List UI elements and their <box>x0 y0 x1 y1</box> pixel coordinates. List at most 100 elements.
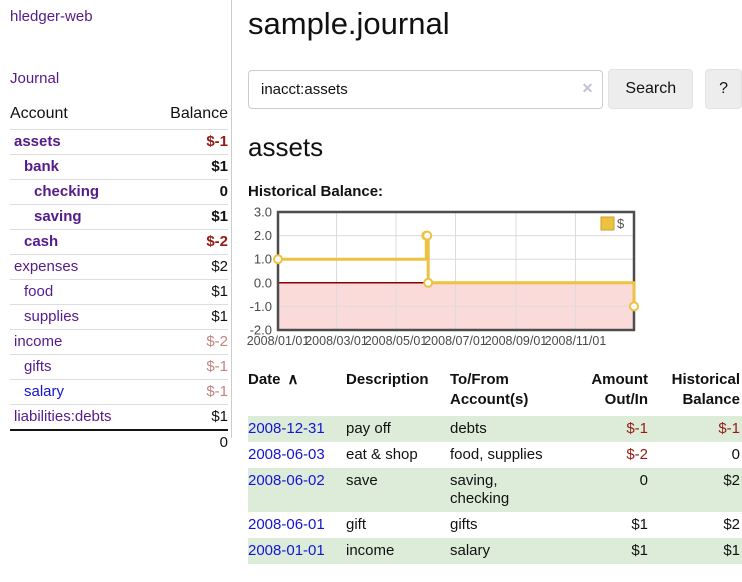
accounts-table: Account Balance assets $-1 bank $1 checking 0… <box>10 102 228 454</box>
balance-chart[interactable]: $3.0 2.0 1.0 0.0 -1.0 -2.02008/01/012008/03/0… <box>247 205 642 353</box>
chart-data-point <box>422 230 433 241</box>
transaction-balance: $1 <box>723 542 740 559</box>
chart-border <box>276 210 636 332</box>
accounts-total-value: 0 <box>148 429 228 454</box>
chart-y-tick-label: -2.0 <box>250 323 272 338</box>
chart-legend-label: $ <box>617 216 625 231</box>
sort-ascending-icon: ∧ <box>287 371 299 388</box>
brand-link[interactable]: hledger-web <box>10 8 93 25</box>
account-title: assets <box>248 132 324 162</box>
transaction-amount: 0 <box>639 472 648 489</box>
account-row: liabilities:debts $1 <box>10 404 228 430</box>
sidebar-account-link[interactable]: liabilities:debts <box>14 408 112 425</box>
transaction-amount: $1 <box>631 542 648 559</box>
transaction-date-link[interactable]: 2008-06-02 <box>248 472 325 489</box>
transaction-balance: 0 <box>731 446 740 463</box>
account-row: checking 0 <box>10 179 228 205</box>
chart-data-point <box>423 277 434 288</box>
register-row: 2008-06-02 save saving, checking 0 $2 <box>248 468 742 512</box>
column-header-description: Description <box>346 370 450 416</box>
transaction-description: gift <box>346 516 367 533</box>
transaction-accounts: debts <box>450 420 487 437</box>
accounts-header-account: Account <box>10 102 149 130</box>
column-header-label: Historical Balance <box>671 371 740 408</box>
chart-x-tick-label: 2008/09/01 <box>485 334 548 348</box>
accounts-header-row: Account Balance <box>10 102 228 130</box>
sidebar-account-link[interactable]: income <box>14 333 63 350</box>
transaction-description: eat & shop <box>346 446 418 463</box>
transaction-amount: $-1 <box>626 420 648 437</box>
transaction-description: save <box>346 472 378 489</box>
sidebar-account-link[interactable]: gifts <box>24 358 52 375</box>
chart-x-tick-label: 2008/07/01 <box>424 334 487 348</box>
column-header-label: Description <box>346 371 429 388</box>
register-row: 2008-12-31 pay off debts $-1 $-1 <box>248 416 742 442</box>
transaction-date-link[interactable]: 2008-06-01 <box>248 516 325 533</box>
main-content: sample.journal ✕ Search ? assets Histori… <box>247 0 742 564</box>
transaction-balance: $-1 <box>718 420 740 437</box>
sidebar-account-link[interactable]: assets <box>14 133 61 150</box>
transaction-description: pay off <box>346 420 391 437</box>
accounts-total-row: 0 <box>10 429 228 454</box>
clear-search-icon[interactable]: ✕ <box>581 79 594 96</box>
account-row: food $1 <box>10 279 228 305</box>
account-row: assets $-1 <box>10 130 228 155</box>
search-input-wrap: ✕ <box>248 69 604 109</box>
transaction-date-link[interactable]: 2008-12-31 <box>248 420 325 437</box>
sidebar-account-link[interactable]: cash <box>24 233 59 250</box>
chart-y-tick-label: 2.0 <box>254 228 272 243</box>
transaction-balance: $2 <box>723 472 740 489</box>
account-balance: $-1 <box>148 354 228 380</box>
column-header-label: Date <box>248 371 281 388</box>
account-balance: $1 <box>148 204 228 230</box>
account-row: expenses $2 <box>10 254 228 280</box>
account-row: supplies $1 <box>10 304 228 330</box>
chart-y-tick-label: 3.0 <box>254 205 272 220</box>
sidebar-account-link[interactable]: food <box>24 283 54 300</box>
register-table: Date ∧ Description To/From Account(s) Amount… <box>248 370 742 564</box>
register-row: 2008-06-01 gift gifts $1 $2 <box>248 512 742 538</box>
sidebar-account-link[interactable]: expenses <box>14 258 79 275</box>
account-row: income $-2 <box>10 329 228 355</box>
account-balance: $-2 <box>148 229 228 255</box>
transaction-description: income <box>346 542 395 559</box>
column-header-label: Amount Out/In <box>591 371 648 408</box>
transaction-balance: $2 <box>723 516 740 533</box>
chart-y-tick-label: -1.0 <box>250 299 272 314</box>
account-row: bank $1 <box>10 154 228 180</box>
chart-data-point <box>273 254 283 265</box>
column-header-date[interactable]: Date ∧ <box>248 370 346 416</box>
sidebar-account-link[interactable]: salary <box>24 383 65 400</box>
sidebar: hledger-web Journal Account Balance asse… <box>0 0 232 454</box>
search-button[interactable]: Search <box>608 69 694 109</box>
sidebar-account-link[interactable]: checking <box>34 183 100 200</box>
transaction-amount: $-2 <box>626 446 648 463</box>
account-balance: $1 <box>148 304 228 330</box>
sidebar-account-link[interactable]: supplies <box>24 308 80 325</box>
chart-x-tick-label: 2008/01/01 <box>247 334 310 348</box>
sidebar-account-link[interactable]: bank <box>24 158 60 175</box>
register-row: 2008-06-03 eat & shop food, supplies $-2 0 <box>248 442 742 468</box>
accounts-total-spacer <box>10 429 149 454</box>
transaction-date-link[interactable]: 2008-06-03 <box>248 446 325 463</box>
transaction-accounts: saving, checking <box>450 472 510 507</box>
account-balance: 0 <box>148 179 228 205</box>
account-balance: $-1 <box>206 133 228 150</box>
chart-y-tick-label: 0.0 <box>254 275 272 290</box>
chart-x-tick-label: 2008/03/01 <box>305 334 368 348</box>
column-header-label: To/From Account(s) <box>450 371 529 408</box>
column-header-to-from-account-s-: To/From Account(s) <box>450 370 562 416</box>
nav-journal-link[interactable]: Journal <box>10 70 60 87</box>
page-title: sample.journal <box>248 6 450 41</box>
sidebar-account-link[interactable]: saving <box>34 208 82 225</box>
account-balance: $-1 <box>148 379 228 405</box>
chart-data-point <box>629 301 639 312</box>
transaction-accounts: food, supplies <box>450 446 543 463</box>
account-balance: $2 <box>148 254 228 280</box>
search-input[interactable] <box>248 69 604 109</box>
account-row: cash $-2 <box>10 229 228 255</box>
account-balance: $1 <box>148 279 228 305</box>
register-row: 2008-01-01 income salary $1 $1 <box>248 538 742 564</box>
transaction-date-link[interactable]: 2008-01-01 <box>248 542 325 559</box>
search-help-button[interactable]: ? <box>705 69 742 109</box>
